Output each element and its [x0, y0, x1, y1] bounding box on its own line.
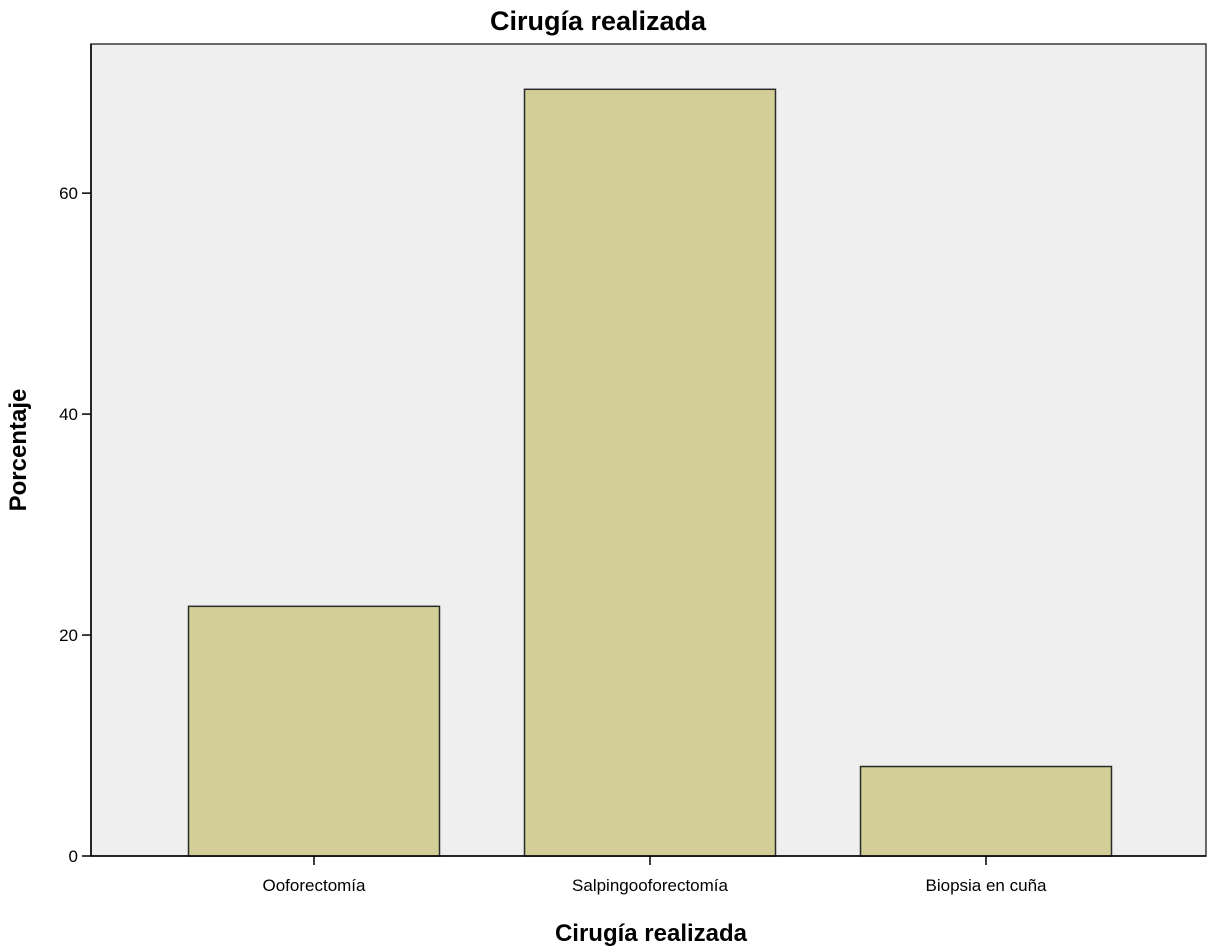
y-tick-label: 0 — [69, 847, 78, 866]
y-axis-title: Porcentaje — [5, 389, 32, 512]
x-axis-ticks: Ooforectomía Salpingooforectomía Biopsia e… — [263, 856, 1048, 895]
y-tick-label: 40 — [59, 405, 78, 424]
y-tick-label: 20 — [59, 626, 78, 645]
x-tick-label: Biopsia en cuña — [926, 876, 1048, 895]
bars-layer — [187, 88, 1113, 857]
bar-2 — [859, 765, 1113, 857]
x-tick-label: Ooforectomía — [263, 876, 367, 895]
y-tick-label: 60 — [59, 184, 78, 203]
chart-title: Cirugía realizada — [490, 6, 707, 36]
x-axis-title: Cirugía realizada — [555, 920, 748, 947]
bar-1 — [523, 88, 777, 857]
x-tick-label: Salpingooforectomía — [572, 876, 728, 895]
bar-0 — [187, 605, 441, 857]
y-axis-ticks: 0 20 40 60 — [59, 184, 91, 866]
